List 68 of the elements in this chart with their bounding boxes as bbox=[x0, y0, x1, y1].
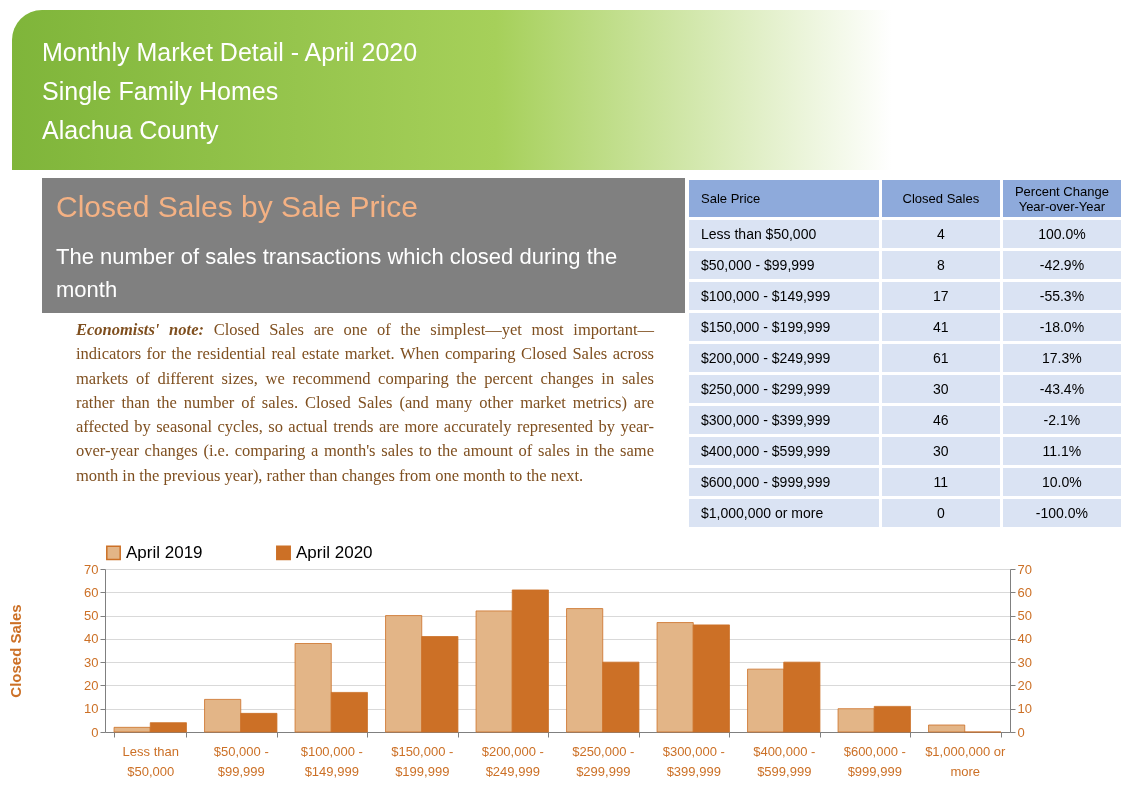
text: -100.0% bbox=[1002, 499, 1121, 527]
x-tick-label: Less than $50,000 bbox=[122, 743, 179, 779]
text: $150,000 - $199,999 bbox=[689, 313, 879, 341]
text: Percent Change Year-over-Year bbox=[1002, 180, 1121, 217]
text: 61 bbox=[881, 344, 1000, 372]
y-tick-label: 60 bbox=[84, 584, 99, 600]
text: -55.3% bbox=[1002, 282, 1121, 310]
text: 100.0% bbox=[1002, 220, 1121, 248]
text: Economists' note: bbox=[76, 320, 204, 339]
y-tick-label: 50 bbox=[84, 608, 99, 624]
y-tick-label: 0 bbox=[91, 724, 99, 740]
text: $1,000,000 or more bbox=[689, 499, 879, 527]
text: $100,000 - $149,999 bbox=[689, 282, 879, 310]
y2-tick-label: 60 bbox=[1017, 584, 1032, 600]
y-tick-label: 10 bbox=[84, 701, 99, 717]
text: $250,000 - $299,999 bbox=[689, 375, 879, 403]
text: The number of sales transactions which closed during the month bbox=[56, 243, 619, 304]
text: 30 bbox=[881, 375, 1000, 403]
text: $200,000 - $249,999 bbox=[689, 344, 879, 372]
text: Single Family Homes bbox=[42, 77, 279, 106]
text: $400,000 - $599,999 bbox=[689, 437, 879, 465]
text: 46 bbox=[881, 406, 1000, 434]
text: Less than $50,000 bbox=[689, 220, 879, 248]
text: Closed Sales by Sale Price bbox=[56, 190, 418, 224]
x-tick-label: $1,000,000 or more bbox=[925, 743, 1007, 779]
y2-tick-label: 50 bbox=[1017, 608, 1032, 624]
y-tick-label: 70 bbox=[84, 561, 99, 577]
x-tick-label: $300,000 - $399,999 bbox=[662, 743, 725, 779]
text: -18.0% bbox=[1002, 313, 1121, 341]
x-tick-label: $600,000 - $999,999 bbox=[843, 743, 906, 779]
y-tick-label: 40 bbox=[84, 631, 99, 647]
text: 4 bbox=[881, 220, 1000, 248]
y2-tick-label: 10 bbox=[1017, 701, 1032, 717]
y2-tick-label: 0 bbox=[1017, 724, 1025, 740]
y2-tick-label: 70 bbox=[1017, 561, 1032, 577]
y2-tick-label: 20 bbox=[1017, 677, 1032, 693]
text: 17 bbox=[881, 282, 1000, 310]
x-tick-label: $250,000 - $299,999 bbox=[572, 743, 635, 779]
text: 11.1% bbox=[1002, 437, 1121, 465]
text: $50,000 - $99,999 bbox=[689, 251, 879, 279]
text: 10.0% bbox=[1002, 468, 1121, 496]
x-tick-label: $400,000 - $599,999 bbox=[753, 743, 816, 779]
text: 30 bbox=[881, 437, 1000, 465]
text: Alachua County bbox=[42, 116, 219, 145]
x-tick-label: $100,000 - $149,999 bbox=[300, 743, 363, 779]
text: $300,000 - $399,999 bbox=[689, 406, 879, 434]
y2-tick-label: 40 bbox=[1017, 631, 1032, 647]
x-tick-label: $50,000 - $99,999 bbox=[213, 743, 269, 779]
text: -42.9% bbox=[1002, 251, 1121, 279]
legend-label: April 2019 bbox=[126, 542, 203, 562]
text: 8 bbox=[881, 251, 1000, 279]
y-tick-label: 30 bbox=[84, 654, 99, 670]
text: Closed Sales bbox=[881, 180, 1000, 217]
y2-tick-label: 30 bbox=[1017, 654, 1032, 670]
text: Monthly Market Detail - April 2020 bbox=[42, 38, 418, 67]
text: 41 bbox=[881, 313, 1000, 341]
y-tick-label: 20 bbox=[84, 677, 99, 693]
text: 0 bbox=[881, 499, 1000, 527]
text: 17.3% bbox=[1002, 344, 1121, 372]
text: -2.1% bbox=[1002, 406, 1121, 434]
y-axis-title: Closed Sales bbox=[7, 604, 25, 698]
text: $600,000 - $999,999 bbox=[689, 468, 879, 496]
text: -43.4% bbox=[1002, 375, 1121, 403]
text: 11 bbox=[881, 468, 1000, 496]
legend-label: April 2020 bbox=[296, 542, 373, 562]
x-tick-label: $150,000 - $199,999 bbox=[391, 743, 454, 779]
text: Sale Price bbox=[689, 180, 879, 217]
x-tick-label: $200,000 - $249,999 bbox=[481, 743, 544, 779]
